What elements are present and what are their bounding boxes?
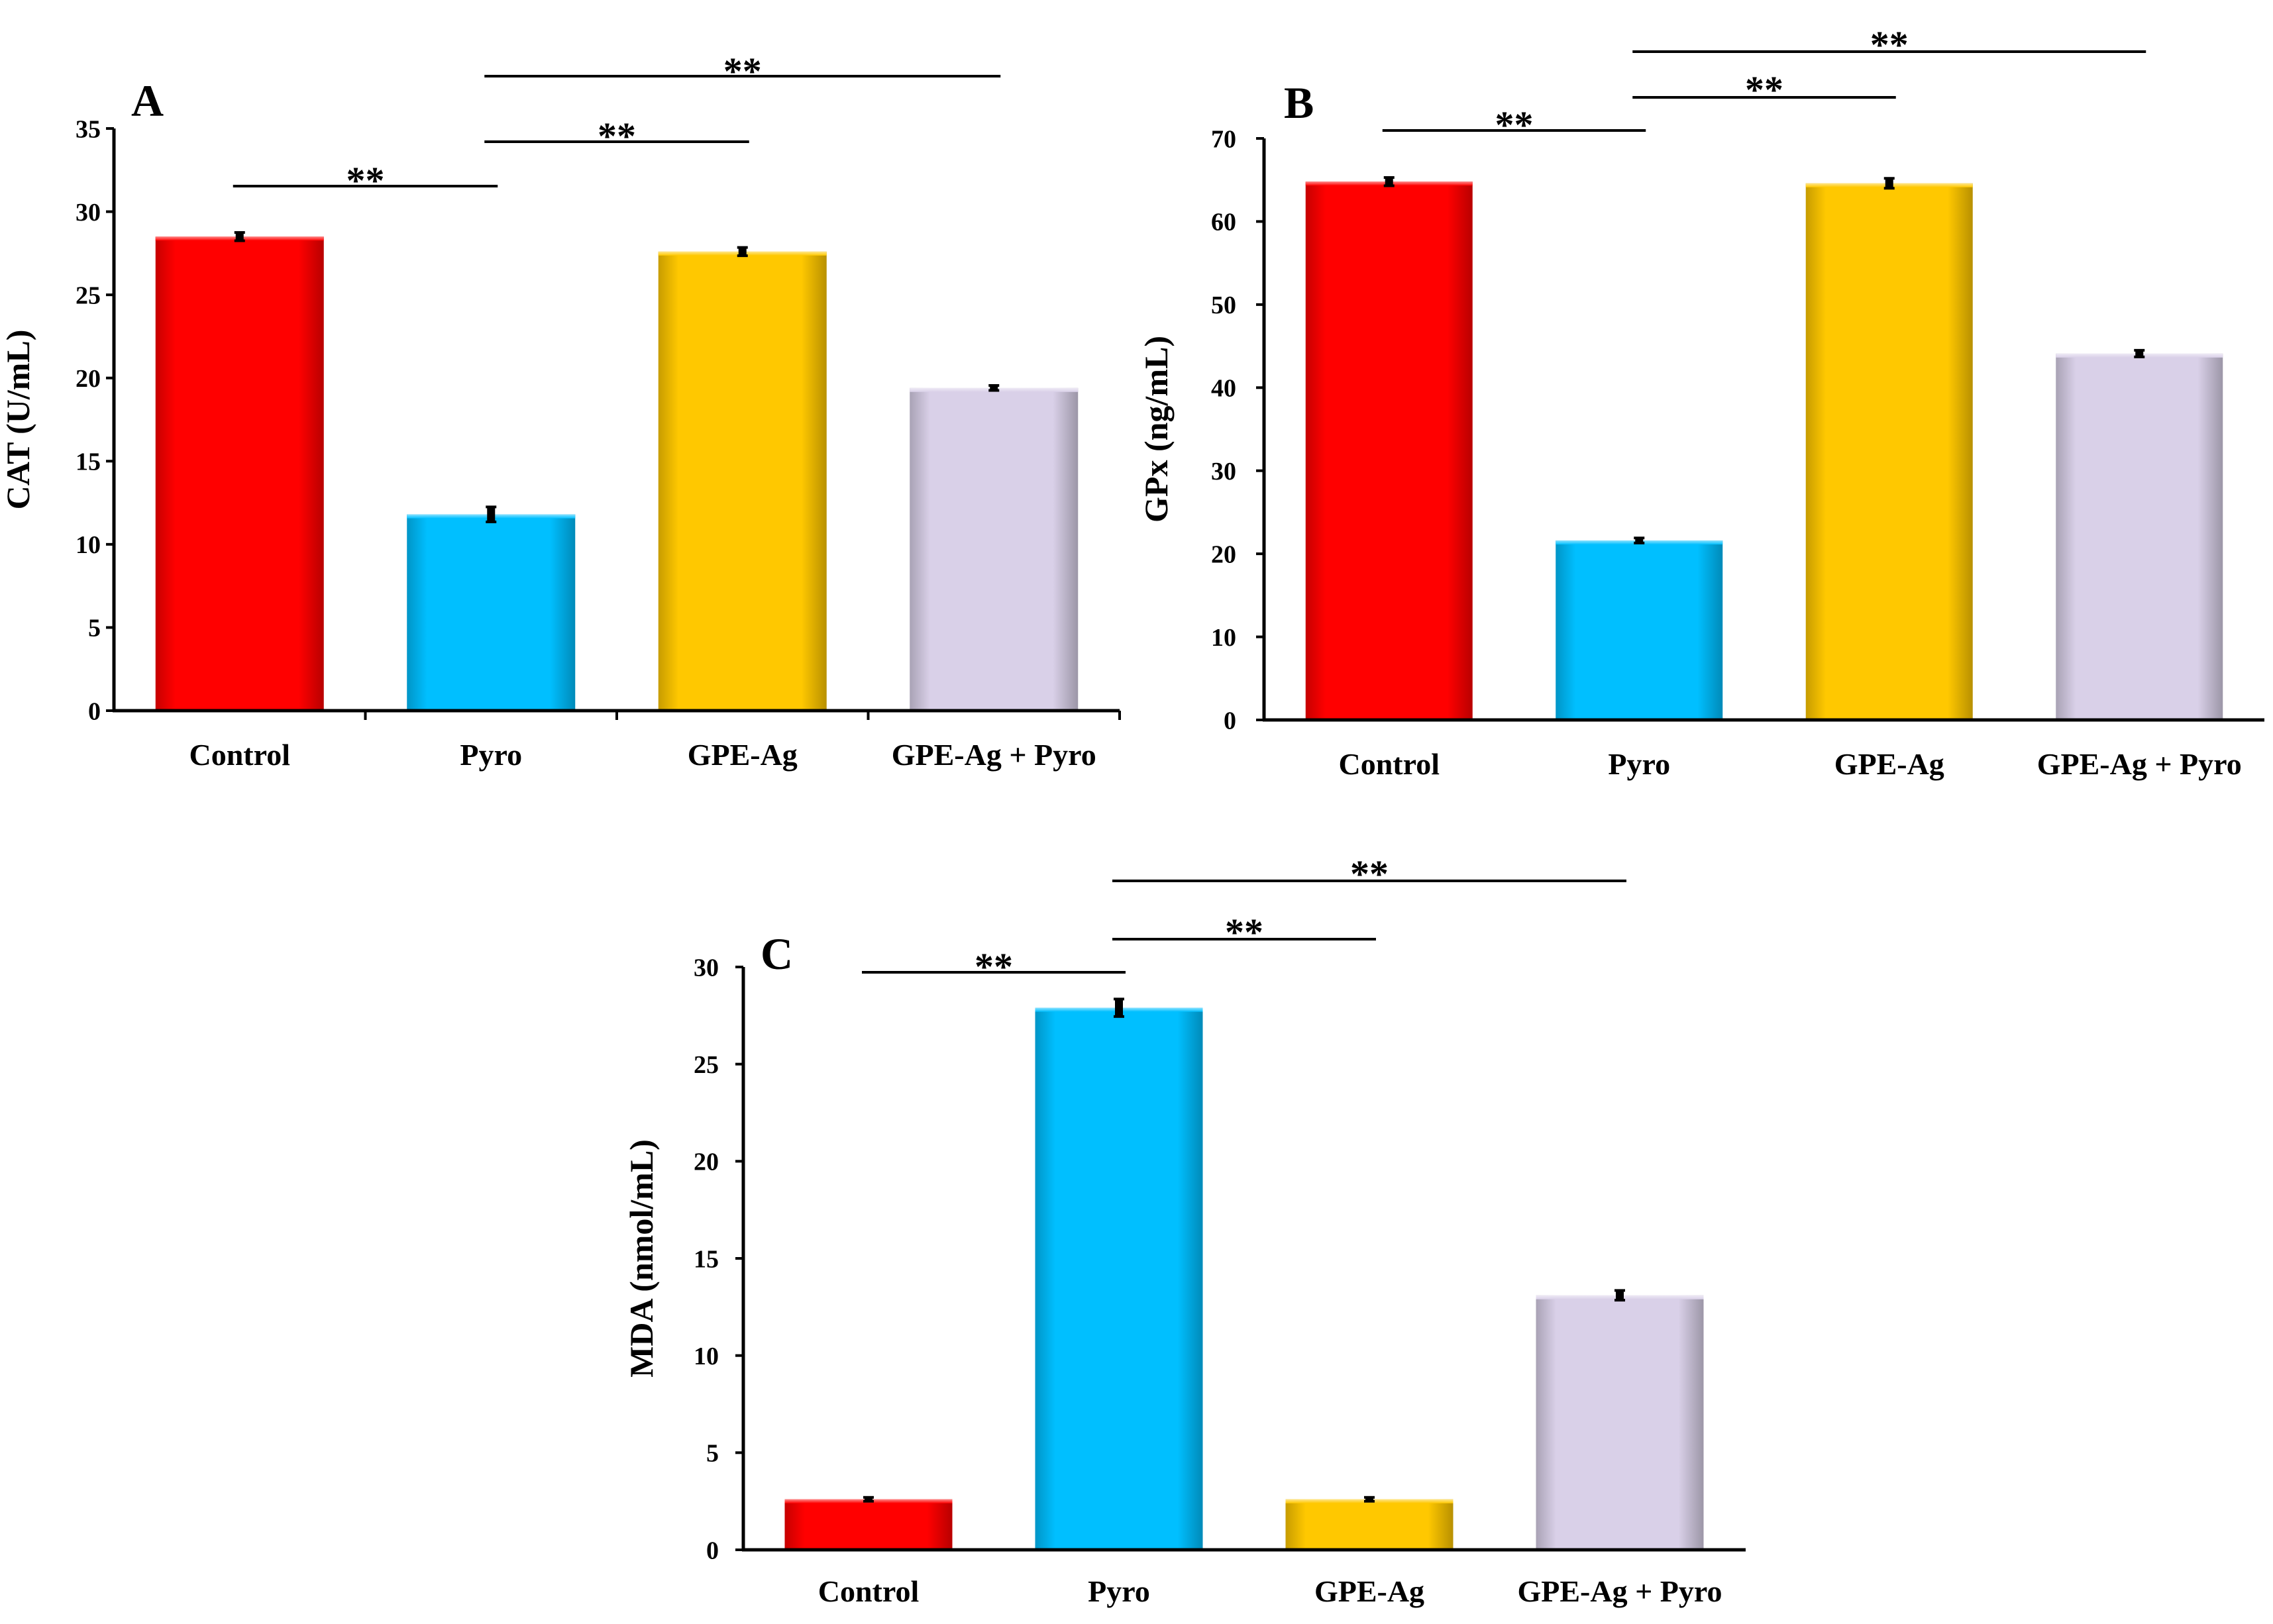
panel-c-x-label-control: Control [818,1574,920,1608]
panel-c-errorbar-control [863,1496,874,1503]
panel-b-x-label-gpe-ag-pyro: GPE-Ag + Pyro [2037,747,2242,781]
panel-a-y-tick-label: 35 [76,115,101,143]
panel-b-errorbar-pyro [1634,536,1645,544]
panel-c-y-tick-label: 0 [706,1537,719,1564]
panel-c-significance-label: ** [975,945,1013,988]
panel-c-significance-pyro-gpe-ag-pyro: ** [1112,852,1626,895]
panel-b-significance-control-pyro: ** [1382,103,1646,146]
panel-c-y-tick-label: 15 [694,1245,719,1273]
panel-a-bar-gpe-ag [658,251,827,711]
panel-b-y-tick-label: 60 [1211,209,1236,236]
panel-a-bar-control [155,236,324,711]
panel-c-y-tick-label: 10 [694,1343,719,1370]
panel-b-y-tick-label: 50 [1211,291,1236,319]
panel-c-y-tick-label: 5 [706,1440,719,1468]
panel-b-bar-control [1305,181,1473,720]
panel-a-significance-control-pyro: ** [233,159,498,202]
panel-a-y-tick-label: 15 [76,448,101,476]
panel-b-y-tick-label: 0 [1224,707,1236,735]
panel-a-errorbar-gpe-ag-pyro [988,384,1000,392]
panel-b-x-label-control: Control [1339,747,1440,781]
panel-a-bar-pyro [407,514,576,711]
panel-b-bar-pyro [1556,540,1723,720]
panel-c-significance-pyro-gpe-ag: ** [1112,911,1376,954]
panel-b-significance-pyro-gpe-ag: ** [1632,68,1896,111]
panel-b-errorbar-gpe-ag [1883,177,1895,190]
panel-c-significance-label: ** [1350,852,1389,895]
panel-b-significance-label: ** [1745,68,1783,111]
panel-a-y-tick-label: 30 [76,199,101,227]
panel-b-bar-gpe-ag-pyro [2056,353,2223,720]
panel-a-bar-gpe-ag-pyro [910,387,1079,711]
panel-b-y-tick-label: 40 [1211,375,1236,403]
panel-b-y-axis-label: GPx (ng/mL) [1137,336,1175,523]
panel-b-y-tick-label: 30 [1211,458,1236,485]
panel-c-bar-control [784,1499,953,1550]
panel-c-y-axis-label: MDA (nmol/mL) [623,1139,660,1378]
panel-a-chart: 0 5 10 15 20 25 30 35 Control Pyro GPE-Ag GPE-Ag + … [0,50,1121,772]
panel-a-y-tick-label: 10 [76,531,101,559]
panel-a-significance-label: ** [723,50,762,93]
panel-c-bar-pyro [1035,1007,1203,1550]
panel-a-x-label-gpe-ag-pyro: GPE-Ag + Pyro [892,738,1096,772]
panel-a-errorbar-gpe-ag [737,246,748,258]
panel-c-letter: C [761,929,793,979]
panel-a-y-axis-label: CAT (U/mL) [0,330,36,510]
panel-a-y-tick-label: 5 [88,615,101,642]
panel-b-x-label-pyro: Pyro [1608,747,1670,781]
panel-a-y-tick-label: 0 [88,697,101,725]
panel-c-errorbar-pyro [1114,997,1124,1018]
panel-a-significance-label: ** [346,159,385,202]
panel-b-x-label-gpe-ag: GPE-Ag [1834,747,1944,781]
panel-c-y-tick-label: 25 [694,1051,719,1079]
panel-c-significance-control-pyro: ** [862,945,1126,988]
panel-a-y-tick-label: 25 [76,281,101,309]
panel-c-bar-gpe-ag [1285,1499,1454,1550]
panel-b-letter: B [1284,77,1314,128]
panel-b-y-tick-label: 10 [1211,624,1236,652]
panel-c-chart: 0 5 10 15 20 25 30 Control Pyro GPE-Ag GPE-Ag + Py… [623,852,1746,1608]
panel-a-x-label-control: Control [189,738,291,772]
panel-b-y-tick-label: 20 [1211,540,1236,568]
panel-b-chart: 0 10 20 30 40 50 60 70 Control Pyro GPE-Ag GPE-Ag +… [1137,23,2264,781]
panel-b-significance-pyro-gpe-ag-pyro: ** [1632,23,2146,66]
panel-a-x-label-gpe-ag: GPE-Ag [688,738,798,772]
panel-b-bar-gpe-ag [1805,183,1973,720]
panel-a-significance-label: ** [598,115,636,158]
panel-a-letter: A [131,76,164,126]
panel-b-significance-label: ** [1870,23,1909,66]
panel-c-x-label-gpe-ag: GPE-Ag [1314,1574,1424,1608]
panel-a-errorbar-pyro [486,505,497,523]
panel-b-y-tick-label: 70 [1211,125,1236,153]
panel-a-errorbar-control [234,230,245,242]
panel-a-significance-pyro-gpe-ag: ** [484,115,749,158]
panel-a-significance-pyro-gpe-ag-pyro: ** [484,50,1001,93]
panel-c-significance-label: ** [1225,911,1263,954]
panel-c-x-label-pyro: Pyro [1088,1574,1150,1608]
panel-c-x-label-gpe-ag-pyro: GPE-Ag + Pyro [1518,1574,1722,1608]
panel-a-y-tick-label: 20 [76,365,101,393]
panel-c-bar-gpe-ag-pyro [1536,1295,1704,1550]
panel-c-y-tick-label: 30 [694,954,719,982]
panel-c-errorbar-gpe-ag-pyro [1614,1289,1625,1302]
panel-b-errorbar-gpe-ag-pyro [2134,348,2145,358]
panel-a-x-label-pyro: Pyro [460,738,522,772]
panel-c-y-tick-label: 20 [694,1148,719,1176]
panel-c-errorbar-gpe-ag [1364,1496,1375,1503]
panel-b-errorbar-control [1383,176,1395,187]
panel-b-significance-label: ** [1495,103,1534,146]
